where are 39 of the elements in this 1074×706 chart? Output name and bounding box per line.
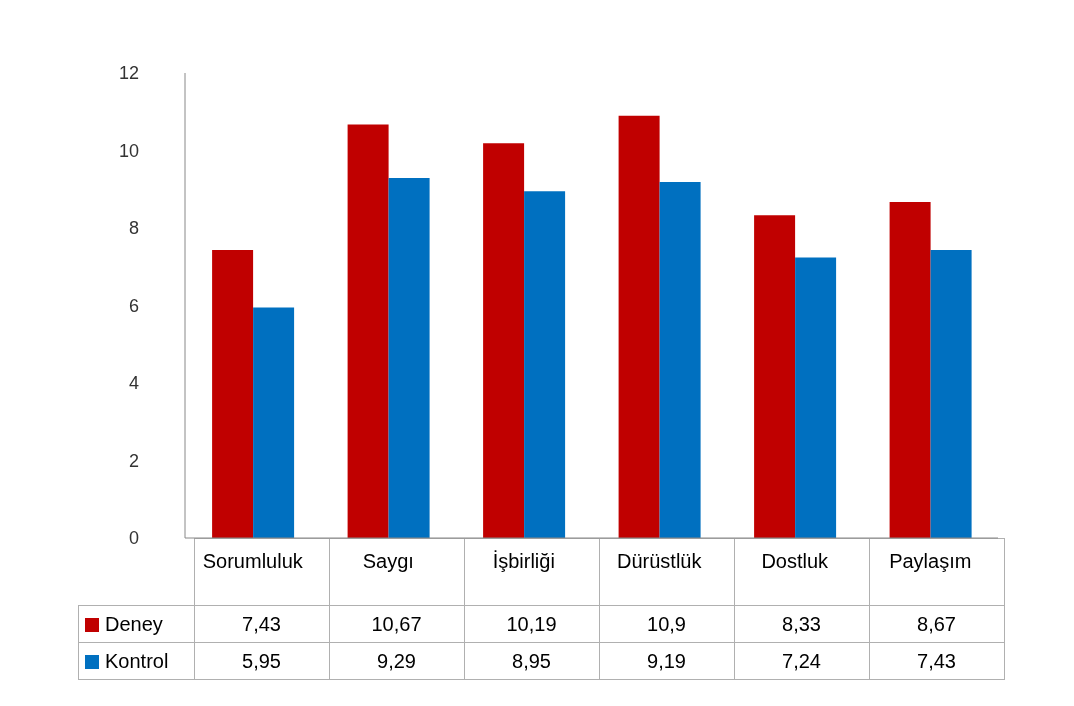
data-label: 8,33 (734, 605, 869, 643)
bar (212, 250, 254, 538)
y-tick-label: 8 (128, 218, 139, 239)
x-tick-label: Paylaşım (889, 550, 972, 573)
legend-label: Kontrol (78, 642, 194, 680)
y-tick-label: 10 (118, 140, 139, 161)
y-tick-label: 4 (128, 373, 139, 394)
y-tick-label: 12 (118, 63, 139, 84)
bar (388, 178, 430, 538)
data-label: 8,67 (869, 605, 1004, 643)
data-label: 8,95 (464, 642, 599, 680)
data-label: 7,43 (869, 642, 1004, 680)
x-tick-label: Dostluk (761, 550, 830, 573)
data-label: 7,43 (194, 605, 329, 643)
bar (659, 181, 701, 538)
data-label: 10,19 (464, 605, 599, 643)
x-tick-label: Sorumluluk (202, 550, 304, 573)
data-label: 7,24 (734, 642, 869, 680)
bar (795, 257, 837, 538)
bar (253, 307, 295, 538)
bar (347, 124, 389, 538)
bar (483, 143, 525, 538)
y-tick-label: 2 (128, 450, 139, 471)
bar (754, 215, 796, 538)
legend-label: Deney (78, 605, 194, 643)
data-label: 9,29 (329, 642, 464, 680)
data-label: 10,67 (329, 605, 464, 643)
bar (930, 250, 972, 538)
bar (618, 115, 660, 538)
y-tick-label: 6 (128, 295, 139, 316)
x-tick-label: Dürüstlük (617, 550, 703, 573)
y-tick-label: 0 (128, 528, 139, 549)
x-tick-label: Saygı (362, 550, 414, 573)
bar (524, 191, 566, 538)
bar (889, 202, 931, 538)
data-label: 5,95 (194, 642, 329, 680)
data-label: 10,9 (599, 605, 734, 643)
data-label: 9,19 (599, 642, 734, 680)
x-tick-label: İşbirliği (492, 550, 555, 573)
